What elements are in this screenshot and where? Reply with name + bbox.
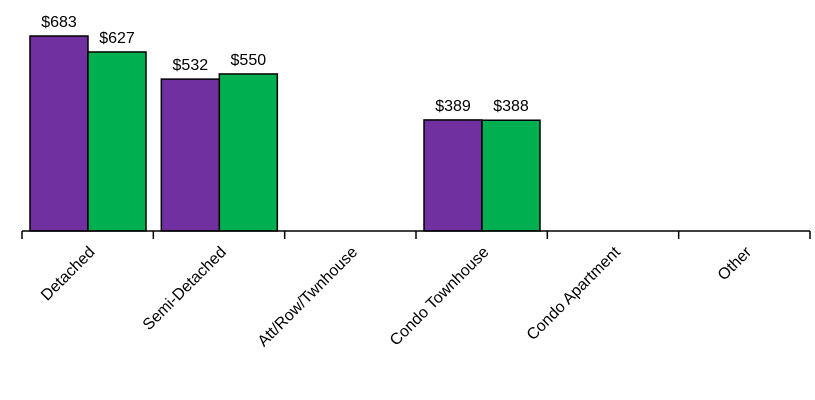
bar-detached-series-1 [29, 35, 89, 232]
data-label: $532 [173, 57, 209, 74]
data-label: $389 [435, 98, 471, 115]
category-label: Att/Row/Twnhouse [255, 244, 361, 350]
data-label: $388 [493, 98, 529, 115]
category-label: Other [715, 243, 756, 284]
data-labels-group: $683 $627 $532 $550 $389 $388 [41, 14, 529, 115]
bar-condo-townhouse-series-1 [423, 119, 483, 232]
category-label: Condo Apartment [524, 243, 624, 343]
bar-detached-series-2 [87, 51, 147, 232]
bar-condo-townhouse-series-2 [481, 119, 541, 232]
data-label: $627 [99, 30, 135, 47]
x-axis-ticks [21, 231, 811, 239]
bar-semi-detached-series-2 [218, 73, 279, 232]
category-labels-group: Detached Semi-Detached Att/Row/Twnhouse Con… [38, 243, 756, 350]
category-label: Condo Townhouse [387, 244, 493, 350]
category-label: Semi-Detached [140, 244, 230, 334]
bar-semi-detached-series-1 [160, 78, 221, 232]
data-label: $683 [41, 14, 77, 31]
bars-group [29, 35, 541, 232]
category-label: Detached [38, 244, 98, 304]
data-label: $550 [231, 52, 267, 69]
